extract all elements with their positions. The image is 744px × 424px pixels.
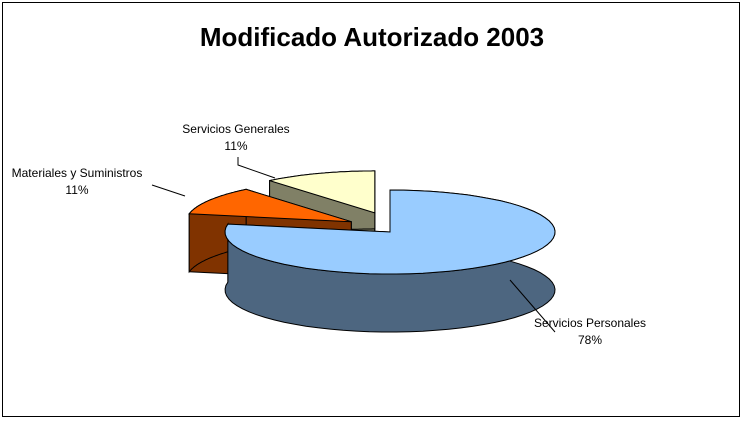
slice-label: Materiales y Suministros xyxy=(12,166,143,180)
chart-title: Modificado Autorizado 2003 xyxy=(200,22,544,52)
slice-value-label: 78% xyxy=(578,333,602,347)
pie-slice xyxy=(269,170,376,214)
slice-label: Servicios Generales xyxy=(182,122,289,136)
slice-value-label: 11% xyxy=(224,139,247,153)
leader-line xyxy=(151,184,186,197)
pie-slice xyxy=(224,189,556,275)
leader-line xyxy=(509,279,556,333)
slice-value-label: 11% xyxy=(65,183,88,197)
leader-line xyxy=(237,157,276,179)
pie-slice xyxy=(188,188,352,223)
slice-label: Servicios Personales xyxy=(534,316,646,330)
